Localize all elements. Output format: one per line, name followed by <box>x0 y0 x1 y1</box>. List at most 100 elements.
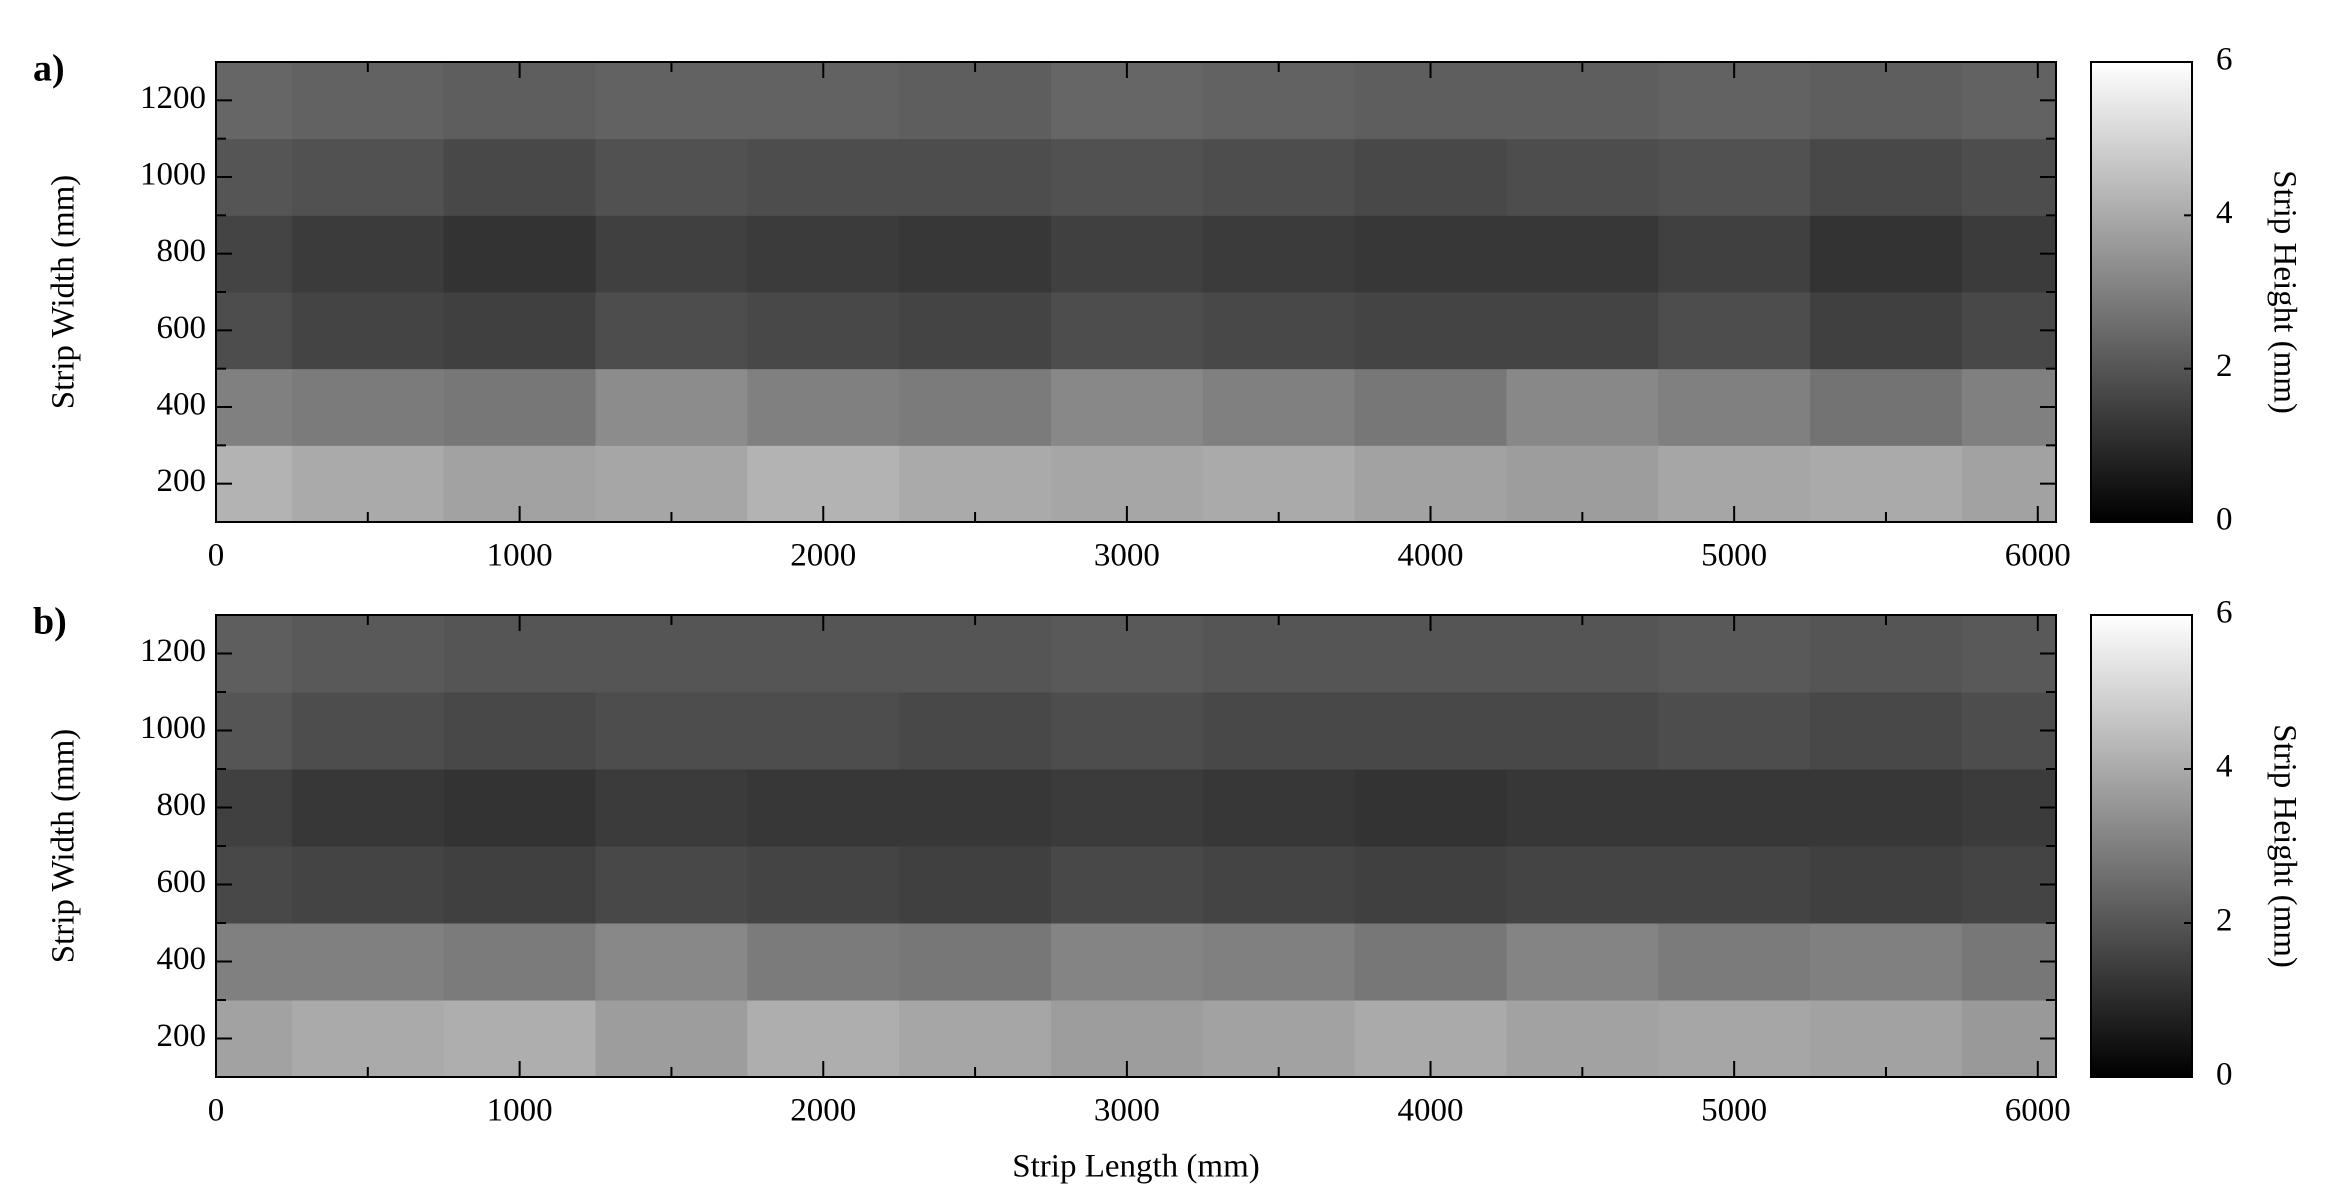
heat-cell <box>1202 138 1356 216</box>
heat-cell <box>1506 138 1659 216</box>
heat-cell <box>595 62 748 140</box>
heat-cell <box>1354 923 1507 1001</box>
heat-cell <box>1658 692 1811 770</box>
y-tick-label: 600 <box>157 310 207 346</box>
heat-cell <box>291 615 445 693</box>
heat-cell <box>1506 215 1659 293</box>
heat-cell <box>1658 138 1811 216</box>
x-tick-label: 6000 <box>2005 538 2071 574</box>
heat-cell <box>1354 138 1507 216</box>
y-tick-label: 1000 <box>140 157 206 193</box>
heat-cell <box>1202 445 1356 523</box>
heat-cell <box>595 292 748 370</box>
heat-cell <box>595 615 748 693</box>
heat-cell <box>1202 692 1356 770</box>
heat-cell <box>291 923 445 1001</box>
x-tick-label: 3000 <box>1094 1093 1160 1129</box>
heat-cell <box>1506 62 1659 140</box>
heat-cell <box>443 292 597 370</box>
colorbar-label: Strip Height (mm) <box>2266 724 2302 968</box>
x-tick-label: 2000 <box>790 538 856 574</box>
heat-cell <box>1658 769 1811 847</box>
y-tick-label: 400 <box>157 387 207 423</box>
panel-label: a) <box>33 48 65 90</box>
heat-cell <box>595 1000 748 1078</box>
heat-cell <box>899 62 1052 140</box>
colorbar-tick-label: 6 <box>2216 42 2233 78</box>
y-tick-label: 200 <box>157 1018 207 1054</box>
heat-cell <box>291 215 445 293</box>
heat-cell <box>595 846 748 924</box>
heat-cell <box>899 923 1052 1001</box>
heat-cell <box>595 368 748 446</box>
colorbar-label: Strip Height (mm) <box>2266 170 2302 414</box>
heat-cell <box>1506 923 1659 1001</box>
heat-cell <box>899 292 1052 370</box>
heat-cell <box>1050 923 1204 1001</box>
x-tick-label: 0 <box>208 1093 225 1129</box>
heat-cell <box>291 368 445 446</box>
y-tick-label: 200 <box>157 463 207 499</box>
heat-cell <box>1202 368 1356 446</box>
heat-cell <box>1202 923 1356 1001</box>
heat-cell <box>1050 215 1204 293</box>
heat-cell <box>595 692 748 770</box>
y-tick-label: 400 <box>157 941 207 977</box>
x-tick-label: 0 <box>208 538 225 574</box>
colorbar-tick-label: 0 <box>2216 1057 2233 1093</box>
heat-cell <box>899 368 1052 446</box>
x-tick-label: 4000 <box>1398 1093 1464 1129</box>
x-tick-label: 1000 <box>487 1093 553 1129</box>
heat-cell <box>1202 615 1356 693</box>
heat-cell <box>1354 846 1507 924</box>
heat-cell <box>1506 692 1659 770</box>
heat-cell <box>1202 1000 1356 1078</box>
heat-cell <box>747 692 900 770</box>
heat-cell <box>1506 769 1659 847</box>
heat-cell <box>1658 368 1811 446</box>
heat-cell <box>1810 769 1963 847</box>
y-axis-label: Strip Width (mm) <box>46 729 82 964</box>
heat-cell <box>595 445 748 523</box>
heat-cell <box>291 292 445 370</box>
heat-cell <box>899 445 1052 523</box>
heat-cell <box>1202 846 1356 924</box>
heat-cell <box>1050 769 1204 847</box>
heat-cell <box>1202 292 1356 370</box>
heat-cell <box>1202 62 1356 140</box>
heat-cell <box>1506 445 1659 523</box>
x-tick-label: 3000 <box>1094 538 1160 574</box>
heat-cell <box>1810 138 1963 216</box>
heat-cell <box>1658 923 1811 1001</box>
heat-cell <box>899 1000 1052 1078</box>
colorbar-tick-label: 4 <box>2216 749 2233 785</box>
heat-cell <box>1810 615 1963 693</box>
heat-cell <box>1810 445 1963 523</box>
heat-cell <box>443 138 597 216</box>
heat-cell <box>595 923 748 1001</box>
heat-cell <box>1810 692 1963 770</box>
x-tick-label: 5000 <box>1701 1093 1767 1129</box>
heat-cell <box>1810 846 1963 924</box>
y-tick-label: 1200 <box>140 80 206 116</box>
heat-cell <box>595 769 748 847</box>
heat-cell <box>291 846 445 924</box>
x-tick-label: 1000 <box>487 538 553 574</box>
colorbar-tick-label: 2 <box>2216 903 2233 939</box>
heat-cell <box>1810 62 1963 140</box>
y-axis-label: Strip Width (mm) <box>46 175 82 410</box>
heat-cell <box>1506 615 1659 693</box>
x-tick-label: 5000 <box>1701 538 1767 574</box>
heat-cell <box>1658 846 1811 924</box>
y-tick-label: 800 <box>157 787 207 823</box>
heat-cell <box>1354 368 1507 446</box>
heat-cell <box>443 215 597 293</box>
heat-cell <box>1050 692 1204 770</box>
heat-cell <box>747 292 900 370</box>
heat-cell <box>1050 846 1204 924</box>
heat-cell <box>747 368 900 446</box>
heat-cell <box>747 138 900 216</box>
heat-cell <box>443 923 597 1001</box>
heat-cell <box>1810 368 1963 446</box>
